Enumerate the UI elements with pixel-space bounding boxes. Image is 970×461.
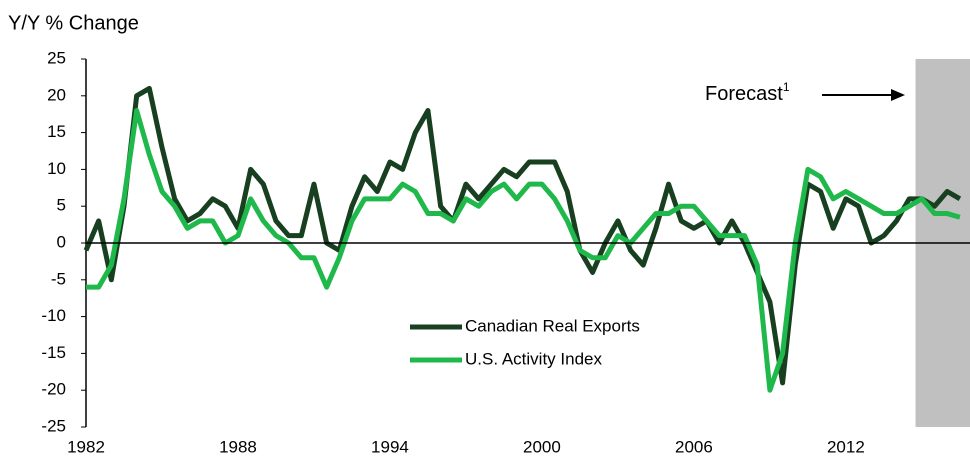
y-tick-label: 25 — [47, 48, 66, 67]
y-tick-label: -25 — [41, 416, 66, 435]
x-tick-label: 1994 — [371, 437, 409, 456]
y-tick-label: 10 — [47, 159, 66, 178]
legend-label: Canadian Real Exports — [465, 316, 640, 335]
y-tick-label: 20 — [47, 85, 66, 104]
forecast-label: Forecast1 — [705, 80, 790, 105]
x-tick-label: 1982 — [67, 437, 105, 456]
series-line — [86, 108, 961, 393]
x-tick-label: 2012 — [827, 437, 865, 456]
forecast-text: Forecast — [705, 83, 783, 105]
x-tick-label: 1988 — [219, 437, 257, 456]
y-axis-label: Y/Y % Change — [8, 12, 139, 34]
y-tick-label: -15 — [41, 343, 66, 362]
x-tick-label: 2006 — [675, 437, 713, 456]
legend-label: U.S. Activity Index — [465, 349, 602, 368]
forecast-arrowhead — [891, 89, 905, 101]
y-tick-label: -20 — [41, 380, 66, 399]
y-tick-label: 0 — [57, 232, 66, 251]
y-tick-label: 15 — [47, 122, 66, 141]
y-tick-label: -5 — [51, 269, 66, 288]
series-line — [83, 85, 962, 386]
x-tick-label: 2000 — [523, 437, 561, 456]
y-tick-label: 5 — [57, 196, 66, 215]
forecast-note: 1 — [783, 80, 790, 94]
y-tick-label: -10 — [41, 306, 66, 325]
